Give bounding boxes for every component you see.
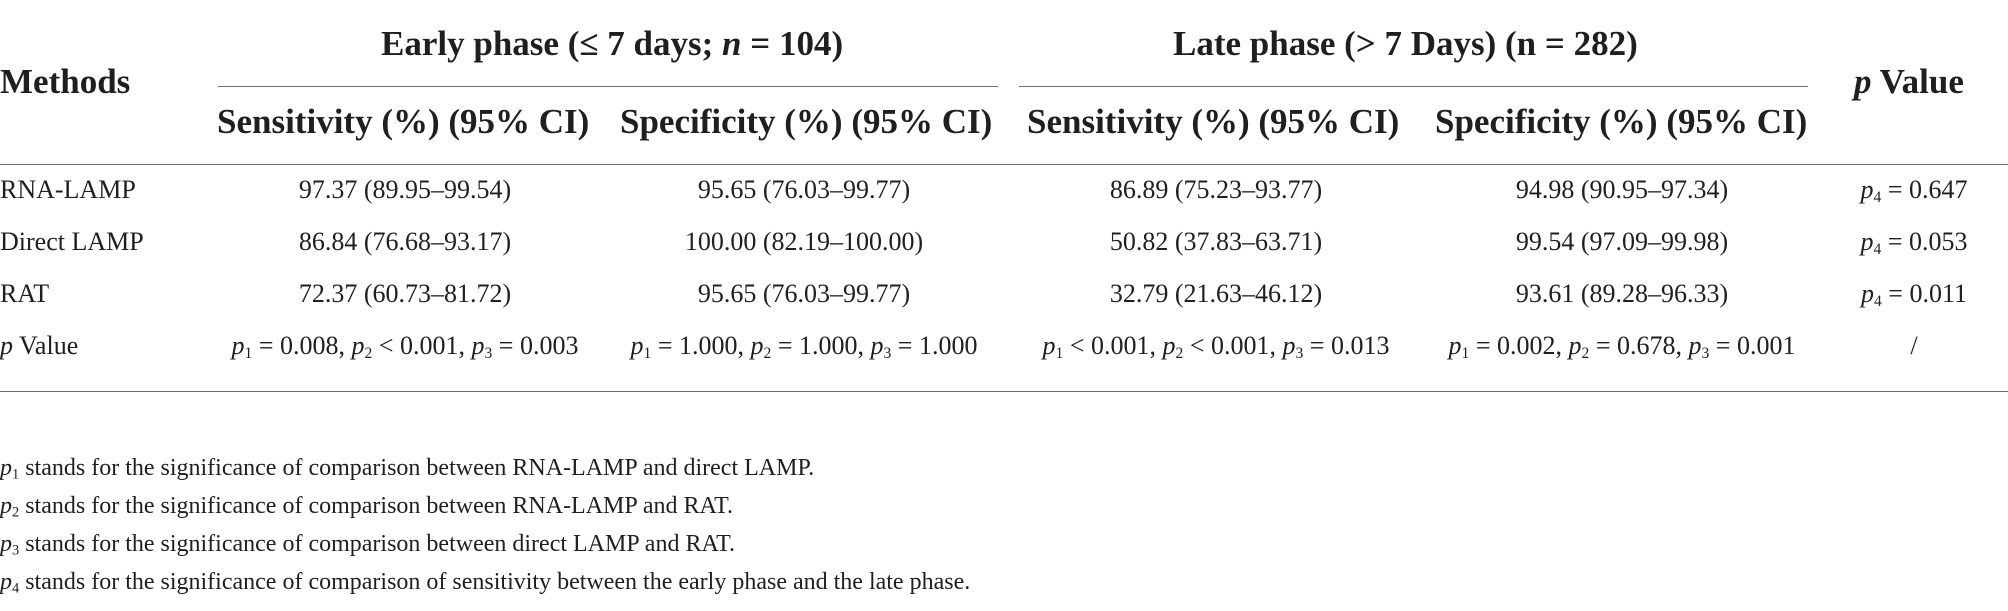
header-early-phase: Early phase (≤ 7 days; n = 104) (381, 24, 844, 63)
early-sensitivity-header: Sensitivity (%) (95% CI) (217, 102, 590, 141)
table-cell: 99.54 (97.09–99.98) (1515, 227, 1729, 256)
header-late-phase: Late phase (> 7 Days) (n = 282) (1173, 24, 1638, 63)
table-cell: 95.65 (76.03–99.77) (697, 279, 911, 308)
pvalue-empty-cell: / (1910, 331, 1918, 360)
header-bottom-rule (0, 164, 2008, 165)
footnote-4: p4 stands for the significance of compar… (0, 569, 971, 597)
p4-value-cell: p4 = 0.647 (1860, 175, 1968, 206)
row-label: RNA-LAMP (0, 175, 136, 204)
header-p-value: p Value (1854, 62, 1964, 101)
pvalue-cell: p1 = 1.000, p2 = 1.000, p3 = 1.000 (630, 331, 978, 362)
early-specificity-header: Specificity (%) (95% CI) (620, 102, 993, 141)
footnote-2: p2 stands for the significance of compar… (0, 493, 734, 521)
pvalue-row-label: p Value (0, 331, 79, 360)
table-cell: 100.00 (82.19–100.00) (684, 227, 924, 256)
pvalue-cell: p1 < 0.001, p2 < 0.001, p3 = 0.013 (1042, 331, 1390, 362)
footnote-3: p3 stands for the significance of compar… (0, 531, 736, 559)
table-bottom-rule (0, 391, 2008, 392)
table-cell: 93.61 (89.28–96.33) (1515, 279, 1729, 308)
table-cell: 32.79 (21.63–46.12) (1109, 279, 1323, 308)
early-group-rule (218, 86, 998, 87)
footnote-1: p1 stands for the significance of compar… (0, 455, 815, 483)
p4-value-cell: p4 = 0.011 (1861, 279, 1967, 310)
table-cell: 94.98 (90.95–97.34) (1515, 175, 1729, 204)
pvalue-cell: p1 = 0.008, p2 < 0.001, p3 = 0.003 (231, 331, 579, 362)
header-methods: Methods (0, 62, 131, 101)
table-cell: 97.37 (89.95–99.54) (298, 175, 512, 204)
table-cell: 50.82 (37.83–63.71) (1109, 227, 1323, 256)
late-group-rule (1019, 86, 1808, 87)
late-sensitivity-header: Sensitivity (%) (95% CI) (1027, 102, 1400, 141)
table-cell: 86.89 (75.23–93.77) (1109, 175, 1323, 204)
late-specificity-header: Specificity (%) (95% CI) (1435, 102, 1808, 141)
table-cell: 86.84 (76.68–93.17) (298, 227, 512, 256)
table-cell: 72.37 (60.73–81.72) (298, 279, 512, 308)
table-cell: 95.65 (76.03–99.77) (697, 175, 911, 204)
p4-value-cell: p4 = 0.053 (1860, 227, 1968, 258)
pvalue-cell: p1 = 0.002, p2 = 0.678, p3 = 0.001 (1448, 331, 1796, 362)
row-label: RAT (0, 279, 50, 308)
row-label: Direct LAMP (0, 227, 144, 256)
